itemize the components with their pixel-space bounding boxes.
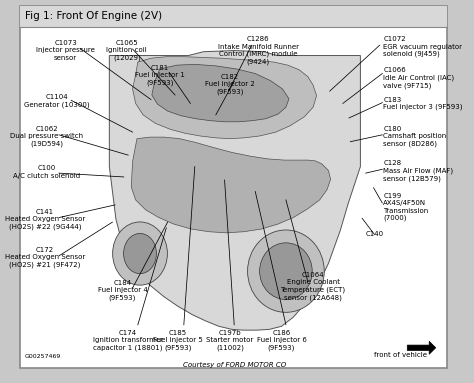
Text: C1066
Idle Air Control (IAC)
valve (9F715): C1066 Idle Air Control (IAC) valve (9F71… — [383, 67, 454, 88]
Text: C100
A/C clutch solenoid: C100 A/C clutch solenoid — [13, 165, 80, 179]
Polygon shape — [133, 57, 317, 139]
Text: C197b
Starter motor
(11002): C197b Starter motor (11002) — [206, 330, 254, 351]
Text: G00257469: G00257469 — [25, 354, 61, 358]
Text: C141
Heated Oxygen Sensor
(HO2S) #22 (9G444): C141 Heated Oxygen Sensor (HO2S) #22 (9G… — [5, 209, 85, 230]
Text: C1073
Injector pressure
sensor: C1073 Injector pressure sensor — [36, 40, 95, 61]
Text: C181
Fuel injector 1
(9F593): C181 Fuel injector 1 (9F593) — [135, 65, 185, 86]
Text: C199
AX4S/4F50N
Transmission
(7000): C199 AX4S/4F50N Transmission (7000) — [383, 193, 428, 221]
Polygon shape — [131, 137, 330, 233]
Text: C1104
Generator (10300): C1104 Generator (10300) — [24, 94, 90, 108]
Text: C1065
Ignition coil
(12029): C1065 Ignition coil (12029) — [107, 40, 147, 61]
Text: C1064
Engine Coolant
Temperature (ECT)
sensor (12A648): C1064 Engine Coolant Temperature (ECT) s… — [281, 272, 346, 301]
Text: C140: C140 — [365, 231, 383, 237]
Polygon shape — [152, 64, 289, 122]
Text: C1072
EGR vacuum regulator
solenoid (9J459): C1072 EGR vacuum regulator solenoid (9J4… — [383, 36, 462, 57]
Text: C186
Fuel injector 6
(9F593): C186 Fuel injector 6 (9F593) — [256, 330, 307, 351]
Text: C172
Heated Oxygen Sensor
(HO2S) #21 (9F472): C172 Heated Oxygen Sensor (HO2S) #21 (9F… — [5, 247, 85, 268]
Text: C128
Mass Air Flow (MAF)
sensor (12B579): C128 Mass Air Flow (MAF) sensor (12B579) — [383, 160, 453, 182]
Text: C185
Fuel injector 5
(9F593): C185 Fuel injector 5 (9F593) — [153, 330, 203, 351]
Text: C180
Camshaft position
sensor (8D286): C180 Camshaft position sensor (8D286) — [383, 126, 447, 147]
Text: C184
Fuel injector 4
(9F593): C184 Fuel injector 4 (9F593) — [98, 280, 147, 301]
Text: Fig 1: Front Of Engine (2V): Fig 1: Front Of Engine (2V) — [25, 11, 162, 21]
Ellipse shape — [124, 234, 156, 273]
Ellipse shape — [113, 222, 167, 285]
Text: Courtesy of FORD MOTOR CO: Courtesy of FORD MOTOR CO — [182, 362, 286, 368]
Ellipse shape — [247, 230, 324, 313]
Text: C1286
Intake Manifold Runner
Control (IMRC) module
(9424): C1286 Intake Manifold Runner Control (IM… — [218, 36, 299, 65]
Text: C174
Ignition transformer
capacitor 1 (18801): C174 Ignition transformer capacitor 1 (1… — [93, 330, 163, 351]
Text: C1062
Dual pressure switch
(19D594): C1062 Dual pressure switch (19D594) — [10, 126, 83, 147]
Text: front of vehicle: front of vehicle — [374, 352, 427, 358]
Ellipse shape — [260, 243, 312, 300]
FancyBboxPatch shape — [19, 6, 447, 27]
Polygon shape — [407, 341, 436, 354]
Polygon shape — [109, 51, 360, 330]
Text: C183
Fuel injector 3 (9F593): C183 Fuel injector 3 (9F593) — [383, 97, 463, 110]
Text: C182
Fuel injector 2
(9F593): C182 Fuel injector 2 (9F593) — [205, 74, 255, 95]
FancyBboxPatch shape — [19, 6, 447, 368]
